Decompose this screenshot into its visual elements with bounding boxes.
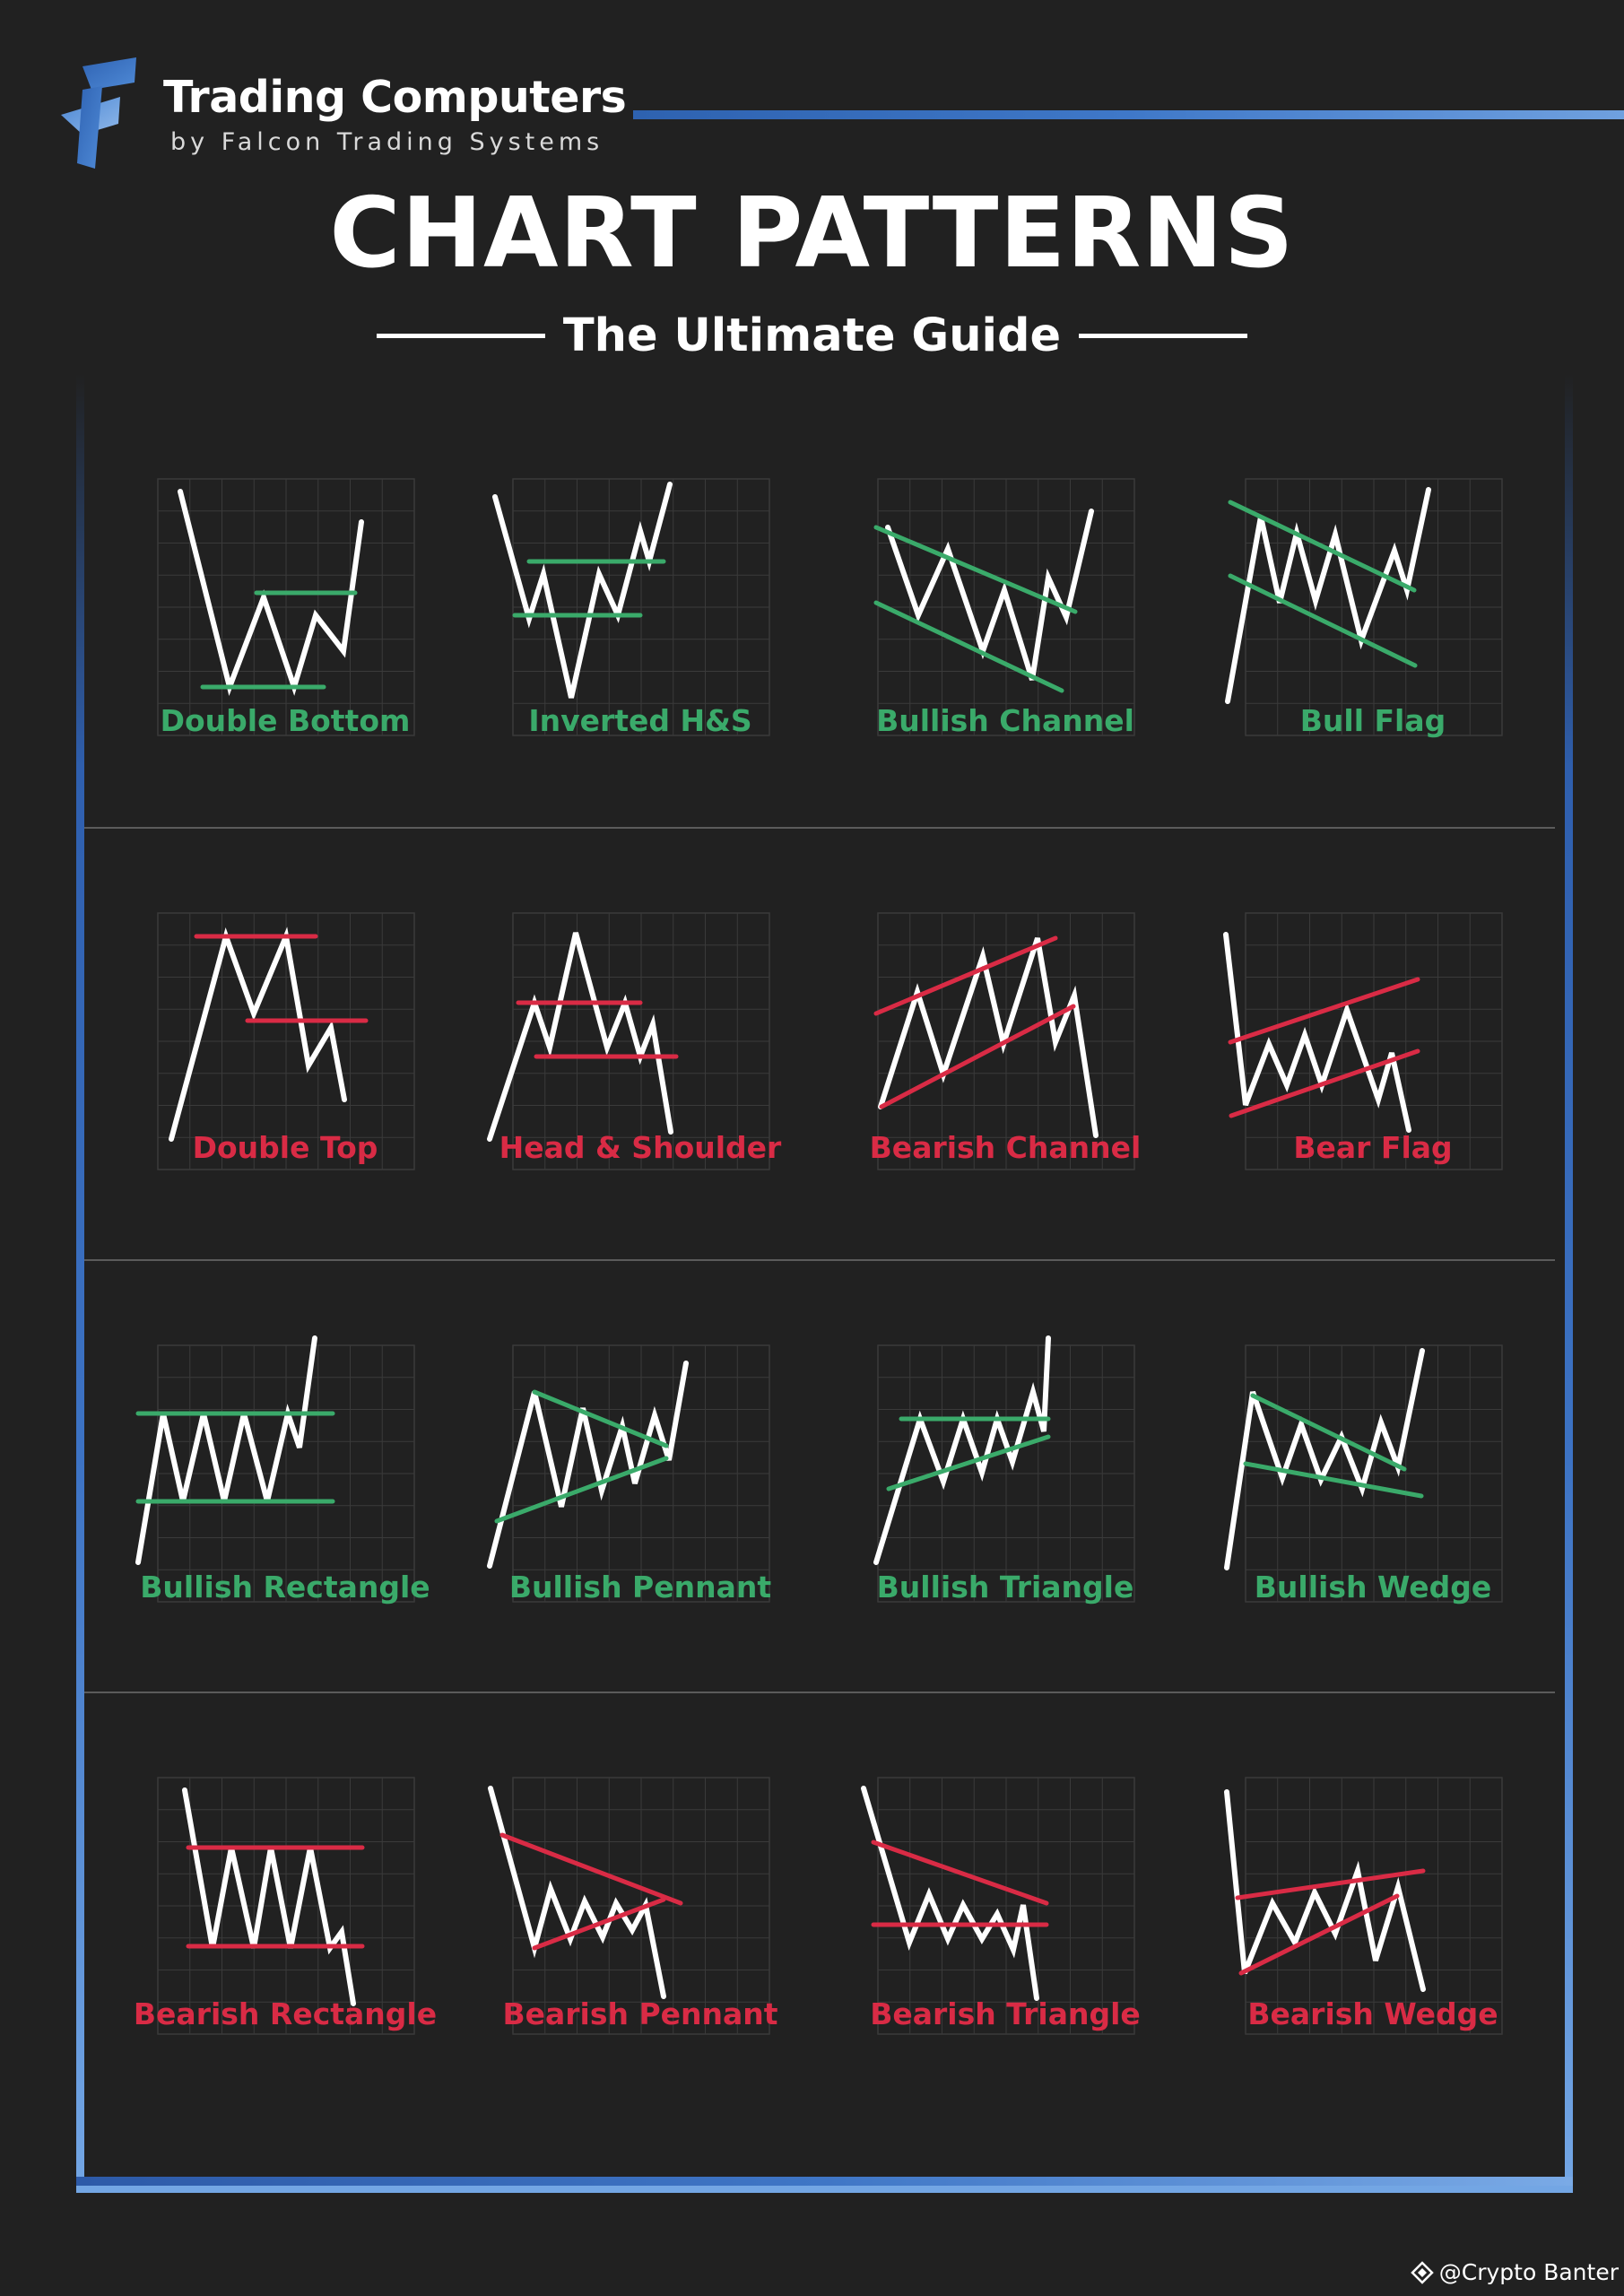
- pattern-diagram: [135, 1335, 415, 1603]
- trend-line: [1228, 500, 1417, 593]
- trend-line: [886, 1434, 1051, 1492]
- header: Trading Computers by Falcon Trading Syst…: [0, 0, 1624, 377]
- brand-tagline: by Falcon Trading Systems: [170, 128, 604, 156]
- diamond-logo-icon: [1410, 2260, 1434, 2284]
- credit-text: @Crypto Banter: [1438, 2259, 1619, 2285]
- pattern-card: Bullish Pennant: [416, 1320, 775, 1742]
- pattern-card: Bearish Wedge: [1149, 1752, 1507, 2174]
- subtitle-row: The Ultimate Guide: [0, 309, 1624, 362]
- trend-line: [873, 600, 1064, 693]
- pattern-label: Bullish Pennant: [508, 1570, 772, 1605]
- subtitle-line-left: [376, 333, 545, 338]
- trend-line: [1235, 1868, 1426, 1900]
- pattern-diagram: [157, 478, 415, 736]
- pattern-label: Bull Flag: [1299, 703, 1446, 738]
- trend-line: [1243, 1461, 1424, 1499]
- pattern-card: Bear Flag: [1149, 888, 1507, 1309]
- price-line: [488, 1786, 666, 1999]
- pattern-label: Bearish Triangle: [870, 1996, 1141, 2031]
- pattern-diagram: [492, 478, 770, 736]
- trend-line: [499, 1832, 683, 1906]
- price-line: [1224, 1348, 1425, 1570]
- price-line: [1223, 932, 1411, 1133]
- pattern-diagram: [873, 478, 1135, 736]
- pattern-card: Bullish Wedge: [1149, 1320, 1507, 1742]
- price-line: [1225, 487, 1431, 704]
- pattern-diagram: [873, 912, 1135, 1170]
- pattern-card: Head & Shoulder: [416, 888, 781, 1309]
- pattern-label: Bearish Rectangle: [133, 1996, 438, 2031]
- price-line: [492, 482, 673, 699]
- pattern-card: Bullish Rectangle: [61, 1320, 430, 1742]
- pattern-card: Bullish Triangle: [781, 1320, 1140, 1742]
- pattern-diagram: [1223, 912, 1503, 1170]
- pattern-label: Bearish Pennant: [502, 1996, 778, 2031]
- trend-line: [871, 1839, 1049, 1906]
- trend-line: [532, 1897, 666, 1951]
- pattern-card: Bull Flag: [1149, 454, 1507, 875]
- price-line: [178, 489, 364, 696]
- pattern-diagram: [487, 1344, 770, 1603]
- price-line: [1224, 1789, 1426, 1992]
- credit: @Crypto Banter: [1410, 2259, 1619, 2285]
- pattern-diagram: [157, 1777, 415, 2035]
- price-line: [487, 932, 673, 1142]
- pattern-diagram: [873, 1335, 1135, 1603]
- subtitle-line-right: [1079, 333, 1248, 338]
- pattern-card: Double Top: [61, 888, 420, 1309]
- pattern-label: Bearish Wedge: [1247, 1996, 1498, 2031]
- pattern-label: Bullish Triangle: [876, 1570, 1134, 1605]
- row-divider: [84, 827, 1555, 829]
- trend-line: [1228, 573, 1418, 668]
- trend-line: [1228, 977, 1420, 1045]
- pattern-diagram: [1225, 478, 1503, 736]
- trend-line: [873, 525, 1078, 614]
- brand-name: Trading Computers: [163, 72, 627, 123]
- pattern-diagram: [488, 1777, 770, 2035]
- pattern-label: Bullish Wedge: [1254, 1570, 1492, 1605]
- row-divider: [84, 1259, 1555, 1261]
- price-line: [873, 1335, 1051, 1565]
- trend-line: [1250, 1393, 1407, 1472]
- pattern-diagram: [861, 1777, 1135, 2035]
- row-divider: [84, 1692, 1555, 1693]
- pattern-diagram: [1224, 1777, 1503, 2035]
- pattern-card: Double Bottom: [61, 454, 420, 875]
- page-title: CHART PATTERNS: [329, 178, 1295, 290]
- pattern-card: Inverted H&S: [416, 454, 775, 875]
- pattern-diagram: [157, 912, 415, 1170]
- pattern-card: Bearish Channel: [781, 888, 1141, 1309]
- header-rule: [633, 110, 1624, 119]
- pattern-card: Bearish Triangle: [781, 1752, 1141, 2174]
- panel-bottom-border: [76, 2177, 1573, 2186]
- pattern-diagram: [487, 912, 770, 1170]
- pattern-label: Double Top: [192, 1130, 378, 1165]
- pattern-card: Bearish Rectangle: [61, 1752, 437, 2174]
- patterns-panel: [76, 375, 1573, 2193]
- pattern-card: Bullish Channel: [781, 454, 1140, 875]
- pattern-label: Inverted H&S: [528, 703, 752, 738]
- trend-line: [1238, 1893, 1400, 1976]
- trend-line: [494, 1456, 669, 1524]
- pattern-diagram: [1224, 1344, 1503, 1603]
- pattern-label: Double Bottom: [160, 703, 411, 738]
- trend-line: [873, 935, 1058, 1016]
- trend-line: [879, 1004, 1076, 1109]
- pattern-card: Bearish Pennant: [416, 1752, 778, 2174]
- trend-line: [1229, 1048, 1420, 1118]
- pattern-label: Bullish Rectangle: [140, 1570, 430, 1605]
- price-line: [182, 1787, 356, 2006]
- pattern-label: Head & Shoulder: [499, 1130, 782, 1165]
- trend-line: [532, 1389, 669, 1448]
- page-subtitle: The Ultimate Guide: [562, 309, 1062, 362]
- pattern-label: Bearish Channel: [869, 1130, 1142, 1165]
- pattern-label: Bullish Channel: [876, 703, 1134, 738]
- price-line: [861, 1786, 1039, 2001]
- falcon-logo-icon: [61, 57, 136, 169]
- price-line: [135, 1335, 317, 1565]
- pattern-label: Bear Flag: [1293, 1130, 1453, 1165]
- price-line: [487, 1361, 689, 1569]
